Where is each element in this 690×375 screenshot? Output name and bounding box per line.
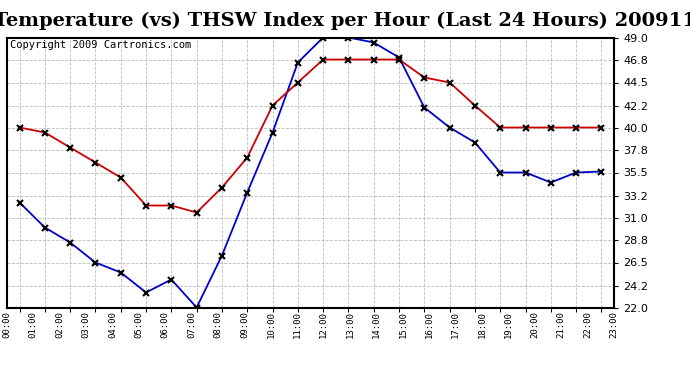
Text: 01:00: 01:00 [29, 311, 38, 338]
Text: 18:00: 18:00 [477, 311, 486, 338]
Text: 23:00: 23:00 [609, 311, 619, 338]
Text: 16:00: 16:00 [425, 311, 434, 338]
Text: 00:00: 00:00 [2, 311, 12, 338]
Text: 12:00: 12:00 [319, 311, 328, 338]
Text: 03:00: 03:00 [81, 311, 90, 338]
Text: 07:00: 07:00 [187, 311, 196, 338]
Text: 06:00: 06:00 [161, 311, 170, 338]
Text: 02:00: 02:00 [55, 311, 64, 338]
Text: 10:00: 10:00 [266, 311, 275, 338]
Text: 15:00: 15:00 [398, 311, 407, 338]
Text: 09:00: 09:00 [240, 311, 249, 338]
Text: 21:00: 21:00 [557, 311, 566, 338]
Text: 14:00: 14:00 [372, 311, 381, 338]
Text: 17:00: 17:00 [451, 311, 460, 338]
Text: 08:00: 08:00 [214, 311, 223, 338]
Text: 13:00: 13:00 [346, 311, 355, 338]
Text: 19:00: 19:00 [504, 311, 513, 338]
Text: 04:00: 04:00 [108, 311, 117, 338]
Text: 05:00: 05:00 [135, 311, 144, 338]
Text: Outdoor Temperature (vs) THSW Index per Hour (Last 24 Hours) 20091103: Outdoor Temperature (vs) THSW Index per … [0, 11, 690, 30]
Text: Copyright 2009 Cartronics.com: Copyright 2009 Cartronics.com [10, 40, 191, 50]
Text: 11:00: 11:00 [293, 311, 302, 338]
Text: 22:00: 22:00 [583, 311, 592, 338]
Text: 20:00: 20:00 [531, 311, 540, 338]
